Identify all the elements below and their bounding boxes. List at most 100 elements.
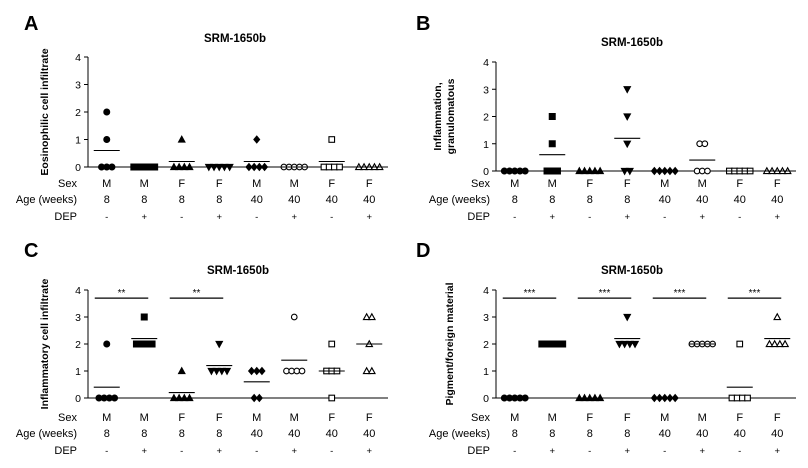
table-cell-age: 8 xyxy=(104,428,110,440)
table-cell-dep: + xyxy=(624,212,630,223)
chart-title: SRM-1650b xyxy=(207,265,269,277)
significance-label: ** xyxy=(193,288,201,299)
data-point xyxy=(701,140,709,148)
y-tick-label: 0 xyxy=(483,166,489,178)
data-point xyxy=(247,366,256,376)
table-cell-age: 8 xyxy=(624,194,630,206)
table-cell-sex: M xyxy=(660,412,669,424)
data-point xyxy=(169,162,179,171)
table-cell-sex: F xyxy=(178,178,185,190)
table-cell-sex: F xyxy=(366,178,373,190)
table-cell-dep: + xyxy=(216,446,222,457)
table-cell-sex: M xyxy=(510,412,519,424)
data-point xyxy=(290,313,298,321)
table-cell-sex: F xyxy=(586,178,593,190)
significance-label: *** xyxy=(749,288,761,299)
table-cell-age: 8 xyxy=(179,194,185,206)
table-cell-age: 40 xyxy=(734,428,746,440)
table-cell-dep: + xyxy=(549,212,555,223)
table-cell-age: 8 xyxy=(549,428,555,440)
table-cell-sex: M xyxy=(548,412,557,424)
data-point xyxy=(548,140,556,148)
data-point xyxy=(620,340,629,349)
table-cell-age: 8 xyxy=(216,428,222,440)
table-cell-dep: - xyxy=(513,446,516,457)
table-cell-age: 40 xyxy=(326,194,338,206)
table-cell-age: 8 xyxy=(104,194,110,206)
y-tick-label: 2 xyxy=(75,339,81,351)
data-point xyxy=(328,394,336,402)
data-point xyxy=(704,167,711,175)
table-row-label: Sex xyxy=(58,412,77,424)
data-point xyxy=(736,340,744,348)
y-tick-label: 3 xyxy=(75,312,81,324)
table-cell-dep: + xyxy=(774,212,780,223)
table-cell-sex: M xyxy=(252,412,261,424)
table-cell-sex: M xyxy=(290,178,299,190)
table-cell-dep: - xyxy=(180,212,183,223)
data-point xyxy=(140,313,148,321)
y-tick-label: 4 xyxy=(75,285,81,297)
y-tick-label: 0 xyxy=(75,393,81,405)
data-point xyxy=(553,167,561,175)
table-row-label: Sex xyxy=(471,412,490,424)
y-tick-label: 4 xyxy=(483,285,489,297)
data-point xyxy=(255,162,263,172)
table-cell-sex: F xyxy=(178,412,185,424)
y-tick-label: 4 xyxy=(483,57,489,69)
table-cell-age: 40 xyxy=(288,194,300,206)
table-cell-dep: + xyxy=(216,212,222,223)
significance-label: *** xyxy=(524,288,536,299)
y-tick-label: 3 xyxy=(483,312,489,324)
table-cell-sex: M xyxy=(698,412,707,424)
table-cell-dep: - xyxy=(330,212,333,223)
table-cell-dep: - xyxy=(105,446,108,457)
data-point xyxy=(148,340,156,348)
table-cell-sex: M xyxy=(290,412,299,424)
panel-letter: A xyxy=(24,13,38,35)
table-cell-dep: - xyxy=(180,446,183,457)
data-point xyxy=(630,340,640,349)
y-axis-label: Inflammatory cell infiltrate xyxy=(39,278,51,409)
table-cell-age: 8 xyxy=(587,194,593,206)
table-cell-age: 8 xyxy=(179,428,185,440)
y-tick-label: 4 xyxy=(75,52,81,64)
table-cell-sex: M xyxy=(548,178,557,190)
table-cell-dep: + xyxy=(366,446,372,457)
y-tick-label: 0 xyxy=(483,393,489,405)
table-cell-age: 8 xyxy=(624,428,630,440)
table-row-label: DEP xyxy=(467,211,490,223)
data-point xyxy=(367,312,376,321)
table-cell-age: 40 xyxy=(251,194,263,206)
data-point xyxy=(328,340,336,348)
data-point xyxy=(207,367,216,376)
table-cell-age: 8 xyxy=(512,428,518,440)
table-cell-sex: F xyxy=(774,178,781,190)
data-point xyxy=(185,393,194,402)
table-cell-sex: F xyxy=(216,412,223,424)
data-point xyxy=(245,162,253,172)
table-cell-sex: F xyxy=(624,178,631,190)
data-point xyxy=(108,163,116,171)
data-point xyxy=(548,113,556,121)
y-axis-label: Inflammation,granulomatous xyxy=(432,78,457,154)
table-cell-dep: + xyxy=(774,446,780,457)
table-cell-dep: - xyxy=(738,212,741,223)
data-point xyxy=(175,162,184,171)
table-cell-sex: F xyxy=(366,412,373,424)
data-point xyxy=(336,163,343,171)
table-cell-dep: + xyxy=(141,212,147,223)
table-cell-sex: M xyxy=(698,178,707,190)
table-cell-sex: M xyxy=(660,178,669,190)
chart-title: SRM-1650b xyxy=(204,33,266,45)
table-cell-sex: M xyxy=(102,412,111,424)
data-point xyxy=(175,393,184,402)
table-cell-sex: F xyxy=(736,412,743,424)
data-point xyxy=(258,366,266,376)
data-point xyxy=(775,339,784,348)
table-cell-dep: + xyxy=(699,212,705,223)
data-point xyxy=(103,136,111,144)
table-cell-age: 40 xyxy=(734,194,746,206)
table-cell-age: 40 xyxy=(251,428,263,440)
